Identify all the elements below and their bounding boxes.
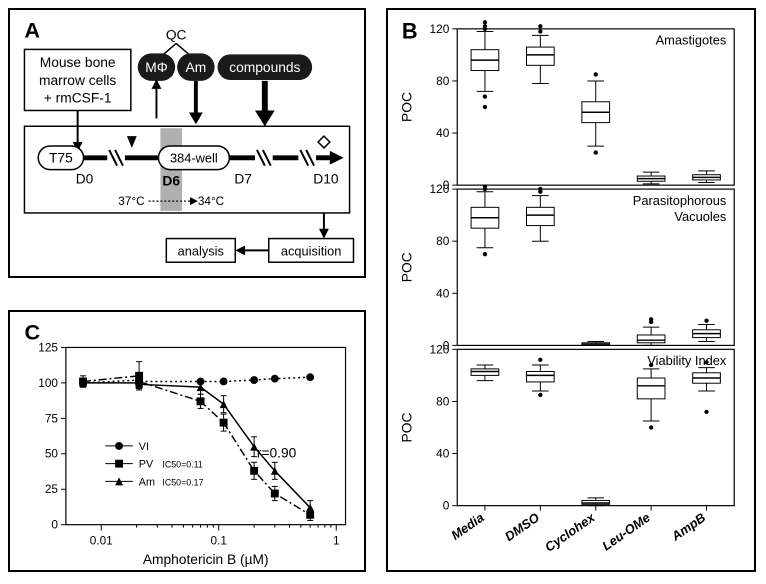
svg-text:34°C: 34°C bbox=[198, 194, 225, 208]
panel-b-svg: B04080120POCAmastigotes04080120POCParasi… bbox=[388, 10, 754, 570]
svg-text:+ rmCSF-1: + rmCSF-1 bbox=[44, 91, 112, 106]
svg-text:POC: POC bbox=[399, 92, 415, 122]
svg-text:VI: VI bbox=[139, 441, 149, 453]
svg-text:Am: Am bbox=[186, 60, 207, 75]
svg-text:1: 1 bbox=[333, 533, 340, 547]
svg-text:AmpB: AmpB bbox=[668, 510, 708, 545]
svg-text:120: 120 bbox=[430, 342, 450, 356]
svg-text:75: 75 bbox=[45, 411, 59, 425]
svg-text:T75: T75 bbox=[49, 151, 73, 166]
svg-text:0: 0 bbox=[443, 499, 450, 513]
svg-text:40: 40 bbox=[436, 286, 450, 300]
svg-text:analysis: analysis bbox=[178, 243, 224, 258]
svg-text:acquisition: acquisition bbox=[281, 243, 341, 258]
svg-text:IC50=0.11: IC50=0.11 bbox=[162, 460, 203, 470]
svg-text:D7: D7 bbox=[234, 171, 252, 186]
svg-text:Leu-OMe: Leu-OMe bbox=[599, 510, 653, 554]
panel-a-svg: AMouse bone marrow cells + rmCSF-1 QC MΦ Am co… bbox=[10, 10, 364, 276]
svg-text:POC: POC bbox=[399, 252, 415, 282]
svg-text:POC: POC bbox=[399, 413, 415, 443]
svg-text:80: 80 bbox=[436, 74, 450, 88]
svg-text:Media: Media bbox=[448, 510, 486, 543]
panel-c-svg: C02550751001250.010.11Amphotericin B (µM… bbox=[10, 312, 364, 570]
svg-text:0.01: 0.01 bbox=[90, 533, 113, 547]
svg-text:37°C: 37°C bbox=[118, 194, 145, 208]
svg-text:40: 40 bbox=[436, 126, 450, 140]
svg-text:D10: D10 bbox=[313, 171, 339, 186]
svg-text:compounds: compounds bbox=[229, 60, 300, 75]
svg-text:QC: QC bbox=[166, 28, 187, 43]
svg-text:Parasitophorous: Parasitophorous bbox=[633, 193, 727, 208]
svg-text:D6: D6 bbox=[162, 173, 180, 188]
svg-text:Cyclohex: Cyclohex bbox=[542, 509, 598, 555]
svg-text:IC50=0.17: IC50=0.17 bbox=[162, 477, 203, 487]
svg-text:120: 120 bbox=[430, 22, 450, 36]
svg-text:0: 0 bbox=[51, 518, 58, 532]
svg-text:DMSO: DMSO bbox=[502, 510, 542, 544]
svg-text:100: 100 bbox=[38, 376, 58, 390]
svg-text:384-well: 384-well bbox=[170, 151, 218, 166]
svg-text:80: 80 bbox=[436, 394, 450, 408]
svg-text:0.1: 0.1 bbox=[211, 533, 227, 547]
svg-text:PV: PV bbox=[139, 459, 154, 471]
svg-text:25: 25 bbox=[45, 482, 59, 496]
svg-text:50: 50 bbox=[45, 447, 59, 461]
svg-text:80: 80 bbox=[436, 234, 450, 248]
svg-text:Viability Index: Viability Index bbox=[647, 353, 727, 368]
svg-text:Amphotericin B (µM): Amphotericin B (µM) bbox=[143, 552, 269, 567]
panel-c: C02550751001250.010.11Amphotericin B (µM… bbox=[8, 310, 366, 572]
svg-text:marrow cells: marrow cells bbox=[39, 73, 116, 88]
svg-text:Am: Am bbox=[139, 476, 155, 488]
svg-text:125: 125 bbox=[38, 340, 58, 354]
svg-text:120: 120 bbox=[430, 182, 450, 196]
svg-text:D0: D0 bbox=[76, 171, 94, 186]
svg-text:Vacuoles: Vacuoles bbox=[674, 209, 726, 224]
svg-text:Amastigotes: Amastigotes bbox=[656, 33, 727, 48]
svg-text:r=0.90: r=0.90 bbox=[257, 446, 297, 461]
svg-text:40: 40 bbox=[436, 447, 450, 461]
panel-a: AMouse bone marrow cells + rmCSF-1 QC MΦ Am co… bbox=[8, 8, 366, 278]
svg-text:B: B bbox=[402, 19, 418, 44]
svg-text:A: A bbox=[24, 18, 40, 43]
panel-b: B04080120POCAmastigotes04080120POCParasi… bbox=[386, 8, 756, 572]
svg-text:MΦ: MΦ bbox=[145, 60, 167, 75]
svg-text:Mouse bone: Mouse bone bbox=[40, 55, 116, 70]
